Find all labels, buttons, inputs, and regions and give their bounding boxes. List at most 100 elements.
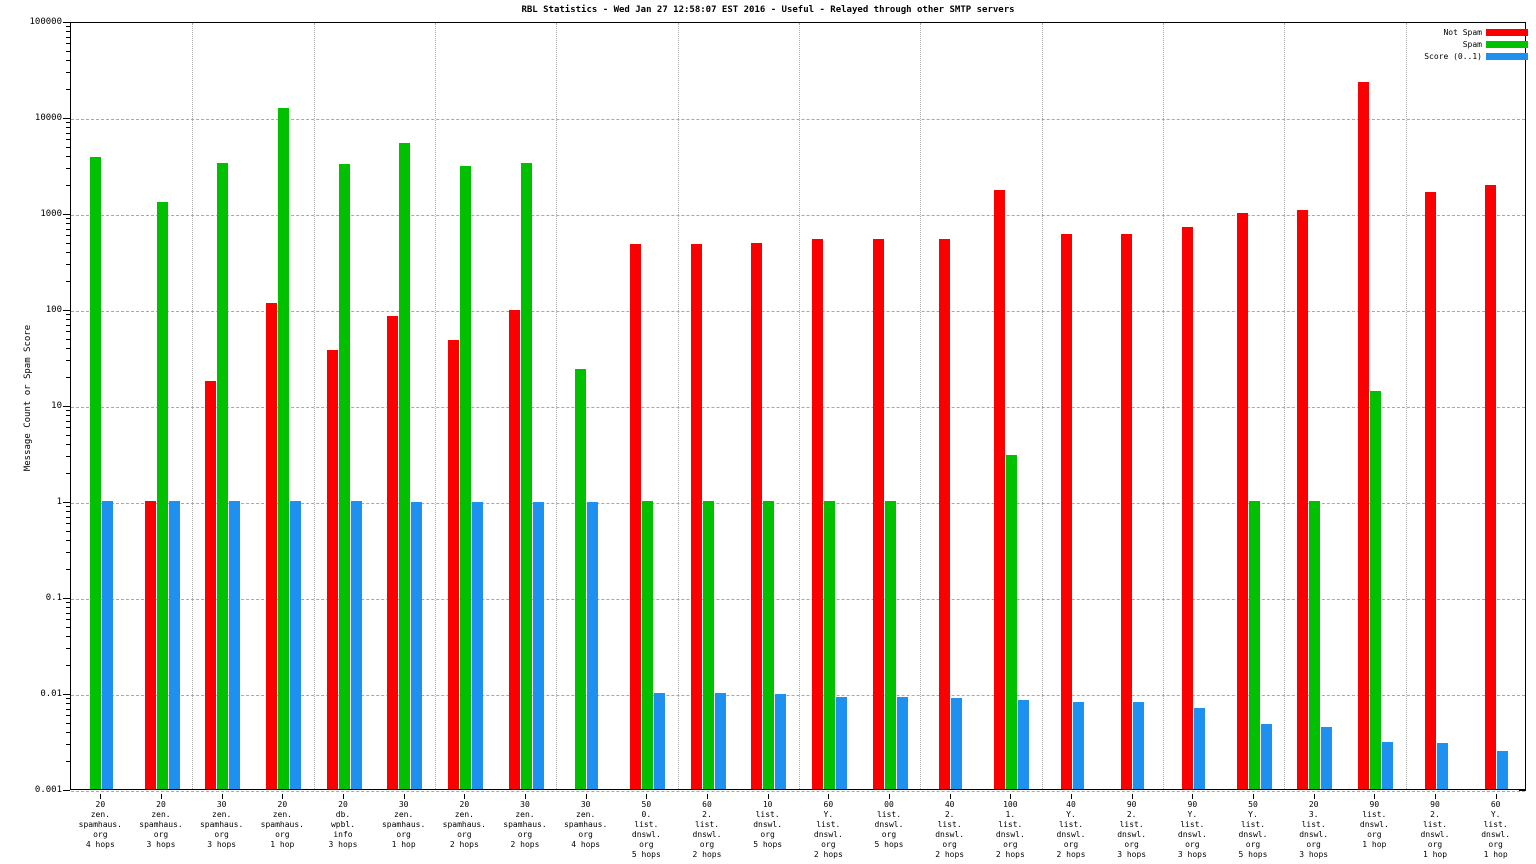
- x-axis-label-line: 2.: [944, 810, 955, 819]
- x-axis-tick-label: 90 2. list. dnswl. org 3 hops: [1101, 800, 1162, 860]
- x-axis-tick: [646, 794, 648, 799]
- x-axis-label-line: org: [821, 840, 836, 849]
- x-axis-label-line: list.: [694, 820, 720, 829]
- y-axis-minor-tick: [66, 72, 70, 74]
- y-axis-minor-tick: [66, 252, 70, 254]
- bar-not-spam: [1357, 82, 1369, 789]
- bar-group: [71, 23, 1527, 789]
- legend-item-label: Score (0..1): [1424, 52, 1482, 61]
- x-axis-label-line: 20: [95, 800, 106, 809]
- x-axis-label-line: org: [1063, 840, 1079, 849]
- bar-spam: [277, 107, 289, 789]
- x-axis-label-line: org: [1427, 840, 1443, 849]
- y-axis-minor-tick: [66, 218, 70, 220]
- y-axis-minor-tick: [66, 377, 70, 379]
- bar-score: [1436, 743, 1448, 789]
- x-axis-label-line: list.: [1422, 820, 1448, 829]
- bar-not-spam: [205, 380, 217, 789]
- x-axis-label-line: 3.: [1308, 810, 1319, 819]
- x-axis-label-line: 30: [216, 800, 227, 809]
- legend-item[interactable]: Spam: [1424, 39, 1528, 50]
- x-axis-label-line: spamhaus.: [139, 820, 183, 829]
- y-axis-minor-tick: [66, 235, 70, 237]
- chart-legend: Not Spam Spam Score (0..1): [1424, 27, 1528, 63]
- bar-group: [71, 23, 1527, 789]
- bar-score: [1193, 707, 1205, 789]
- bar-score: [587, 501, 599, 789]
- x-axis-label-line: dnswl.: [631, 830, 661, 839]
- x-axis-label-line: list.: [634, 820, 659, 829]
- legend-item-label: Not Spam: [1443, 28, 1482, 37]
- bar-group: [71, 23, 1527, 789]
- x-axis-label-line: org: [760, 830, 775, 839]
- x-axis-tick: [282, 794, 284, 799]
- bar-spam: [641, 501, 653, 789]
- bar-spam: [1309, 501, 1321, 789]
- y-axis-minor-tick: [66, 89, 70, 91]
- x-axis-tick: [1313, 794, 1315, 799]
- x-axis-label-line: spamhaus.: [563, 820, 608, 829]
- x-axis-label-line: zen.: [212, 810, 232, 819]
- legend-item[interactable]: Score (0..1): [1424, 51, 1528, 62]
- x-axis-label-line: 2 hops: [935, 850, 965, 859]
- x-axis-label-line: 1 hop: [1362, 840, 1387, 849]
- vertical-gridline: [556, 23, 558, 789]
- horizontal-gridline: [71, 311, 1525, 312]
- x-axis-tick-label: 50 Y. list. dnswl. org 5 hops: [1223, 800, 1284, 860]
- x-axis-label-line: org: [1124, 840, 1139, 849]
- bar-not-spam: [993, 189, 1005, 789]
- x-axis-label-line: 2.: [1430, 810, 1440, 819]
- bar-spam: [217, 163, 229, 789]
- y-axis-minor-tick: [66, 732, 70, 734]
- x-axis-label-line: 60: [1490, 800, 1501, 809]
- x-axis-label-line: org: [214, 830, 229, 839]
- x-axis-label-line: 90: [1430, 800, 1440, 809]
- bar-not-spam: [690, 244, 702, 789]
- vertical-gridline: [435, 23, 436, 789]
- y-axis-tick-label: 10: [51, 401, 62, 411]
- x-axis-label-line: list.: [1119, 820, 1144, 829]
- x-axis-label-line: dnswl.: [1056, 830, 1086, 839]
- x-axis-label-line: 2 hops: [995, 850, 1025, 859]
- x-axis-label-line: dnswl.: [813, 830, 843, 839]
- x-axis-label-line: 2 hops: [1056, 850, 1086, 859]
- bar-not-spam: [265, 303, 277, 789]
- x-axis-label-line: spamhaus.: [78, 820, 122, 829]
- x-axis-label-line: 60: [702, 800, 712, 809]
- horizontal-gridline: [71, 215, 1525, 216]
- x-axis-label-line: 2.: [702, 810, 712, 819]
- x-axis-label-line: 90: [1187, 800, 1198, 809]
- x-axis-label-line: 2.: [1126, 810, 1137, 819]
- x-axis-label-line: 3 hops: [1177, 850, 1207, 859]
- y-axis-minor-tick: [66, 420, 70, 422]
- bar-not-spam: [1181, 226, 1193, 789]
- x-axis-tick: [1253, 794, 1254, 799]
- bar-not-spam: [629, 243, 641, 789]
- x-axis-label-line: 2 hops: [692, 850, 722, 859]
- x-axis-tick: [100, 794, 102, 799]
- y-axis-minor-tick: [66, 223, 70, 225]
- x-axis-label-line: list.: [1483, 820, 1508, 829]
- x-axis-tick: [889, 794, 890, 799]
- y-axis-tick-label: 0.01: [40, 689, 62, 699]
- y-axis-tick-label: 1000: [40, 209, 62, 219]
- y-axis-major-tick: [63, 406, 70, 407]
- x-axis-label-line: list.: [1180, 820, 1205, 829]
- x-axis-tick: [221, 794, 223, 799]
- legend-item[interactable]: Not Spam: [1424, 27, 1528, 38]
- x-axis-tick: [828, 794, 830, 799]
- bar-score: [835, 697, 847, 789]
- x-axis-label-line: zen.: [272, 810, 292, 819]
- x-axis-label-line: 5 hops: [753, 840, 783, 849]
- bar-group: [71, 23, 1527, 789]
- y-axis-minor-tick: [66, 331, 70, 333]
- y-axis-minor-tick: [66, 242, 70, 244]
- y-axis-minor-tick: [66, 703, 70, 705]
- y-axis-tick-label: 0.001: [34, 785, 62, 795]
- y-axis-minor-tick: [66, 338, 70, 340]
- x-axis-label-line: 90: [1126, 800, 1137, 809]
- y-axis-minor-tick: [66, 540, 70, 542]
- bar-score: [471, 502, 483, 789]
- bar-group: [71, 23, 1527, 789]
- x-axis-label-line: list.: [1301, 820, 1326, 829]
